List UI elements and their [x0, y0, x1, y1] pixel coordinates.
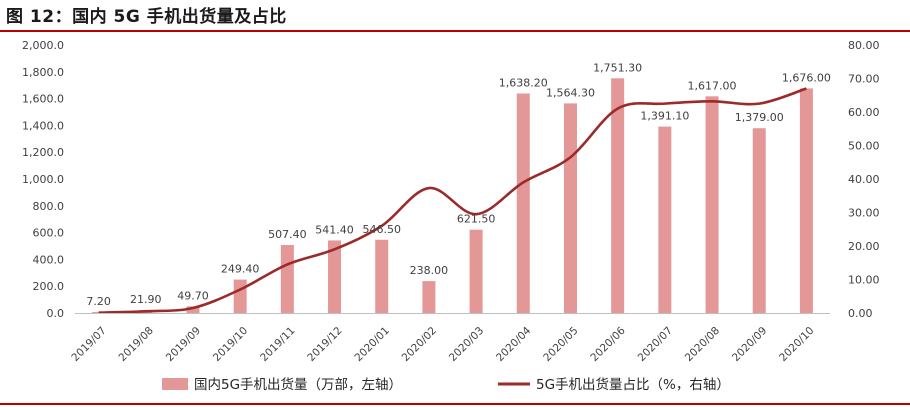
bar: [328, 240, 342, 313]
bar: [375, 239, 389, 313]
right-axis-tick-label: 10.00: [848, 274, 880, 287]
bar: [469, 229, 483, 313]
left-axis-tick-label: 200.0: [33, 280, 65, 293]
bar-data-label: 1,751.30: [593, 61, 642, 74]
bar: [563, 103, 577, 314]
right-y-axis: 0.00 10.00 20.00 30.00 40.00 50.00 60.00 70.00 8…: [848, 39, 880, 320]
x-axis-tick-label: 2020/08: [683, 325, 722, 364]
bar: [280, 245, 294, 313]
bar: [799, 88, 813, 313]
bar-data-label: 1,676.00: [782, 71, 831, 84]
x-axis-tick-label: 2020/02: [400, 325, 439, 364]
bar-series: [92, 78, 813, 314]
bar: [705, 96, 719, 314]
right-axis-tick-label: 50.00: [848, 140, 880, 153]
x-axis-tick-label: 2019/08: [117, 325, 156, 364]
x-axis-tick-label: 2020/09: [730, 325, 769, 364]
left-axis-tick-label: 600.0: [33, 227, 65, 240]
bar-data-label: 1,379.00: [735, 111, 784, 124]
right-axis-tick-label: 70.00: [848, 73, 880, 86]
left-axis-tick-label: 1,400.0: [22, 119, 64, 132]
bar: [186, 306, 200, 313]
x-axis-tick-label: 2019/12: [305, 325, 344, 364]
bar-data-label: 507.40: [268, 228, 307, 241]
right-axis-tick-label: 60.00: [848, 106, 880, 119]
left-axis-tick-label: 1,800.0: [22, 66, 64, 79]
x-axis-tick-label: 2020/06: [588, 324, 628, 364]
x-axis-tick-label: 2020/07: [636, 325, 675, 364]
right-axis-tick-label: 20.00: [848, 240, 880, 253]
right-axis-tick-label: 0.00: [848, 307, 873, 320]
bar-data-label: 541.40: [315, 223, 354, 236]
title-rule: [0, 30, 910, 32]
figure-title: 图 12：国内 5G 手机出货量及占比: [6, 7, 287, 27]
legend-bar-label: 国内5G手机出货量（万部，左轴）: [194, 376, 402, 393]
left-y-axis: 0.0 200.0 400.0 600.0 800.0 1,000.0 1,200.0 1,4…: [22, 39, 64, 320]
x-axis-tick-label: 2019/10: [211, 325, 250, 364]
bar-data-label: 546.50: [362, 223, 401, 236]
x-axis: 2019/07 2019/08 2019/09 2019/10 2019/11 2019/…: [69, 313, 830, 364]
bar-data-label: 1,391.10: [640, 110, 689, 123]
legend-bar-swatch: [162, 378, 188, 390]
bar-data-label: 1,617.00: [688, 79, 737, 92]
left-axis-tick-label: 1,600.0: [22, 93, 64, 106]
right-axis-tick-label: 80.00: [848, 39, 880, 52]
x-axis-tick-label: 2019/11: [258, 325, 297, 364]
bar-data-label: 1,638.20: [499, 76, 548, 89]
bar-data-label: 21.90: [130, 293, 162, 306]
x-axis-tick-label: 2020/03: [447, 325, 486, 364]
bar-data-label: 1,564.30: [546, 86, 595, 99]
bar: [233, 279, 247, 313]
left-axis-tick-label: 0.0: [47, 307, 65, 320]
bar-data-label: 249.40: [221, 263, 260, 276]
bar-data-label: 7.20: [86, 295, 111, 308]
bar-data-label: 621.50: [457, 213, 496, 226]
bar: [611, 78, 625, 313]
left-axis-tick-label: 800.0: [33, 200, 65, 213]
x-axis-tick-label: 2020/04: [494, 324, 534, 364]
line-series: [98, 87, 807, 314]
legend: 国内5G手机出货量（万部，左轴） 5G手机出货量占比（%，右轴）: [162, 376, 730, 393]
bar-data-labels: 7.20 21.90 49.70 249.40 507.40 541.40 546.50 23…: [86, 61, 831, 308]
bottom-rule: [0, 403, 910, 405]
bar-data-label: 238.00: [410, 264, 449, 277]
x-axis-tick-label: 2019/07: [69, 325, 108, 364]
bar: [658, 126, 672, 314]
bar: [752, 128, 766, 313]
left-axis-tick-label: 2,000.0: [22, 39, 64, 52]
bar-data-label: 49.70: [177, 289, 209, 302]
share-line: [98, 87, 807, 314]
x-axis-tick-label: 2019/09: [164, 325, 203, 364]
left-axis-tick-label: 400.0: [33, 253, 65, 266]
legend-line-label: 5G手机出货量占比（%，右轴）: [536, 376, 730, 393]
right-axis-tick-label: 40.00: [848, 173, 880, 186]
bar: [516, 93, 530, 313]
x-axis-tick-label: 2020/10: [777, 325, 816, 364]
left-axis-tick-label: 1,000.0: [22, 173, 64, 186]
x-axis-tick-label: 2020/01: [353, 325, 392, 364]
right-axis-tick-label: 30.00: [848, 207, 880, 220]
x-axis-tick-label: 2020/05: [541, 325, 580, 364]
bar: [422, 281, 436, 313]
left-axis-tick-label: 1,200.0: [22, 146, 64, 159]
